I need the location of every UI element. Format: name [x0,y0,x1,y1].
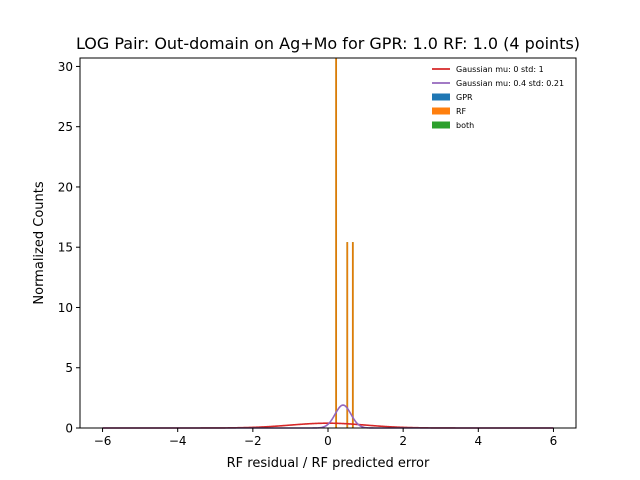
legend-label-1: Gaussian mu: 0.4 std: 0.21 [456,79,564,88]
y-tick-label-4: 20 [58,180,73,194]
x-tick-label-3: 0 [324,434,332,448]
x-tick-label-6: 6 [550,434,558,448]
axis-ticks: −6 −4 −2 0 2 4 6 0 5 10 15 20 25 30 [58,60,558,448]
y-tick-label-5: 25 [58,120,73,134]
y-tick-label-3: 15 [58,241,73,255]
legend-label-4: both [456,121,474,130]
x-tick-label-5: 4 [474,434,482,448]
y-axis-label: Normalized Counts [32,181,47,304]
legend-swatch-3 [432,107,450,115]
x-tick-label-2: −2 [244,434,262,448]
x-tick-label-4: 2 [399,434,407,448]
plot-area [102,57,554,429]
y-tick-label-0: 0 [65,422,73,436]
y-tick-label-2: 10 [58,301,73,315]
chart-title: LOG Pair: Out-domain on Ag+Mo for GPR: 1… [76,34,580,53]
legend-swatch-4 [432,121,450,129]
axes-frame [79,57,577,429]
hist-bar-rf-1 [346,242,349,429]
hist-bar-rf-0 [335,57,338,429]
gaussian-curve-1 [102,404,554,429]
legend-label-2: GPR [456,93,473,102]
legend-label-3: RF [456,107,467,116]
legend-label-0: Gaussian mu: 0 std: 1 [456,65,544,74]
hist-bar-rf-2 [351,242,354,429]
y-tick-label-1: 5 [65,361,73,375]
legend-swatch-2 [432,93,450,101]
x-axis-label: RF residual / RF predicted error [227,456,430,471]
x-tick-label-1: −4 [169,434,187,448]
legend: Gaussian mu: 0 std: 1 Gaussian mu: 0.4 st… [432,65,564,130]
y-tick-label-6: 30 [58,60,73,74]
x-tick-label-0: −6 [94,434,112,448]
